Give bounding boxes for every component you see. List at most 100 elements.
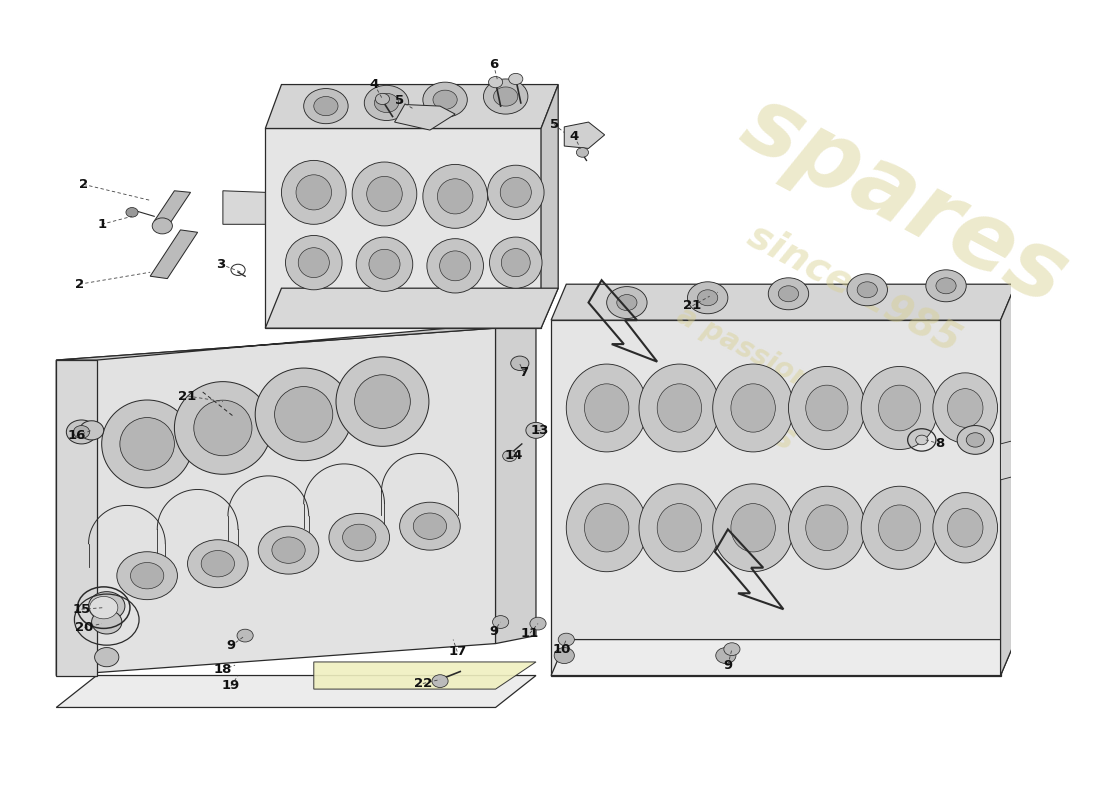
Ellipse shape — [566, 364, 647, 452]
Circle shape — [724, 642, 740, 655]
Circle shape — [510, 356, 529, 370]
Circle shape — [117, 552, 177, 600]
Text: 2: 2 — [79, 178, 88, 191]
Circle shape — [152, 218, 173, 234]
Polygon shape — [151, 230, 198, 278]
Text: 7: 7 — [519, 366, 528, 378]
Ellipse shape — [500, 178, 531, 207]
Circle shape — [484, 79, 528, 114]
Ellipse shape — [730, 504, 776, 552]
Text: 9: 9 — [724, 658, 733, 672]
Ellipse shape — [275, 386, 333, 442]
Circle shape — [375, 94, 389, 105]
Ellipse shape — [440, 251, 471, 281]
Ellipse shape — [286, 235, 342, 290]
Circle shape — [399, 502, 460, 550]
Ellipse shape — [805, 505, 848, 550]
Ellipse shape — [490, 237, 542, 288]
Circle shape — [697, 290, 718, 306]
Circle shape — [432, 674, 448, 687]
Circle shape — [688, 282, 728, 314]
Polygon shape — [551, 320, 1001, 675]
Ellipse shape — [368, 250, 400, 279]
Ellipse shape — [713, 484, 793, 572]
Text: a passion for: a passion for — [672, 302, 865, 422]
Circle shape — [131, 562, 164, 589]
Ellipse shape — [356, 237, 412, 291]
Ellipse shape — [713, 364, 793, 452]
Ellipse shape — [298, 248, 329, 278]
Ellipse shape — [947, 389, 983, 427]
Ellipse shape — [805, 385, 848, 431]
Circle shape — [957, 426, 993, 454]
Ellipse shape — [487, 166, 544, 219]
Polygon shape — [1001, 284, 1015, 675]
Ellipse shape — [175, 382, 272, 474]
Circle shape — [91, 610, 122, 634]
Circle shape — [74, 426, 89, 438]
Ellipse shape — [947, 509, 983, 547]
Circle shape — [79, 421, 103, 440]
Polygon shape — [56, 328, 496, 675]
Polygon shape — [56, 360, 97, 675]
Ellipse shape — [861, 366, 938, 450]
Text: 17: 17 — [448, 645, 466, 658]
Circle shape — [558, 633, 574, 646]
Circle shape — [89, 597, 118, 619]
Circle shape — [329, 514, 389, 562]
Text: 5: 5 — [395, 94, 404, 107]
Ellipse shape — [584, 504, 629, 552]
Circle shape — [936, 278, 956, 294]
Text: 15: 15 — [73, 602, 90, 616]
Ellipse shape — [427, 238, 484, 293]
Ellipse shape — [584, 384, 629, 432]
Text: 13: 13 — [531, 424, 549, 437]
Polygon shape — [265, 85, 558, 129]
Polygon shape — [541, 85, 558, 328]
Ellipse shape — [566, 484, 647, 572]
Circle shape — [768, 278, 808, 310]
Text: 14: 14 — [505, 450, 522, 462]
Ellipse shape — [789, 486, 866, 570]
Circle shape — [89, 592, 125, 621]
Circle shape — [617, 294, 637, 310]
Ellipse shape — [438, 178, 473, 214]
Circle shape — [576, 148, 588, 158]
Text: 16: 16 — [67, 430, 86, 442]
Circle shape — [187, 540, 249, 588]
Polygon shape — [265, 129, 541, 328]
Polygon shape — [1001, 440, 1015, 480]
Ellipse shape — [354, 374, 410, 429]
Polygon shape — [56, 675, 536, 707]
Circle shape — [493, 616, 508, 629]
Circle shape — [258, 526, 319, 574]
Circle shape — [272, 537, 305, 563]
Circle shape — [526, 422, 546, 438]
Circle shape — [716, 647, 736, 663]
Polygon shape — [395, 105, 455, 130]
Circle shape — [508, 74, 522, 85]
Circle shape — [422, 82, 468, 118]
Text: 4: 4 — [570, 130, 579, 143]
Ellipse shape — [502, 249, 530, 277]
Circle shape — [966, 433, 984, 447]
Circle shape — [236, 630, 253, 642]
Ellipse shape — [296, 174, 331, 210]
Polygon shape — [56, 320, 536, 360]
Circle shape — [926, 270, 966, 302]
Polygon shape — [496, 320, 536, 643]
Circle shape — [314, 97, 338, 116]
Ellipse shape — [933, 373, 998, 443]
Ellipse shape — [336, 357, 429, 446]
Ellipse shape — [282, 161, 346, 224]
Circle shape — [66, 420, 97, 444]
Text: 8: 8 — [935, 438, 945, 450]
Ellipse shape — [639, 484, 719, 572]
Polygon shape — [551, 639, 1015, 675]
Ellipse shape — [861, 486, 938, 570]
Circle shape — [201, 550, 234, 577]
Circle shape — [304, 89, 348, 124]
Ellipse shape — [933, 493, 998, 563]
Text: 21: 21 — [683, 299, 702, 312]
Circle shape — [779, 286, 799, 302]
